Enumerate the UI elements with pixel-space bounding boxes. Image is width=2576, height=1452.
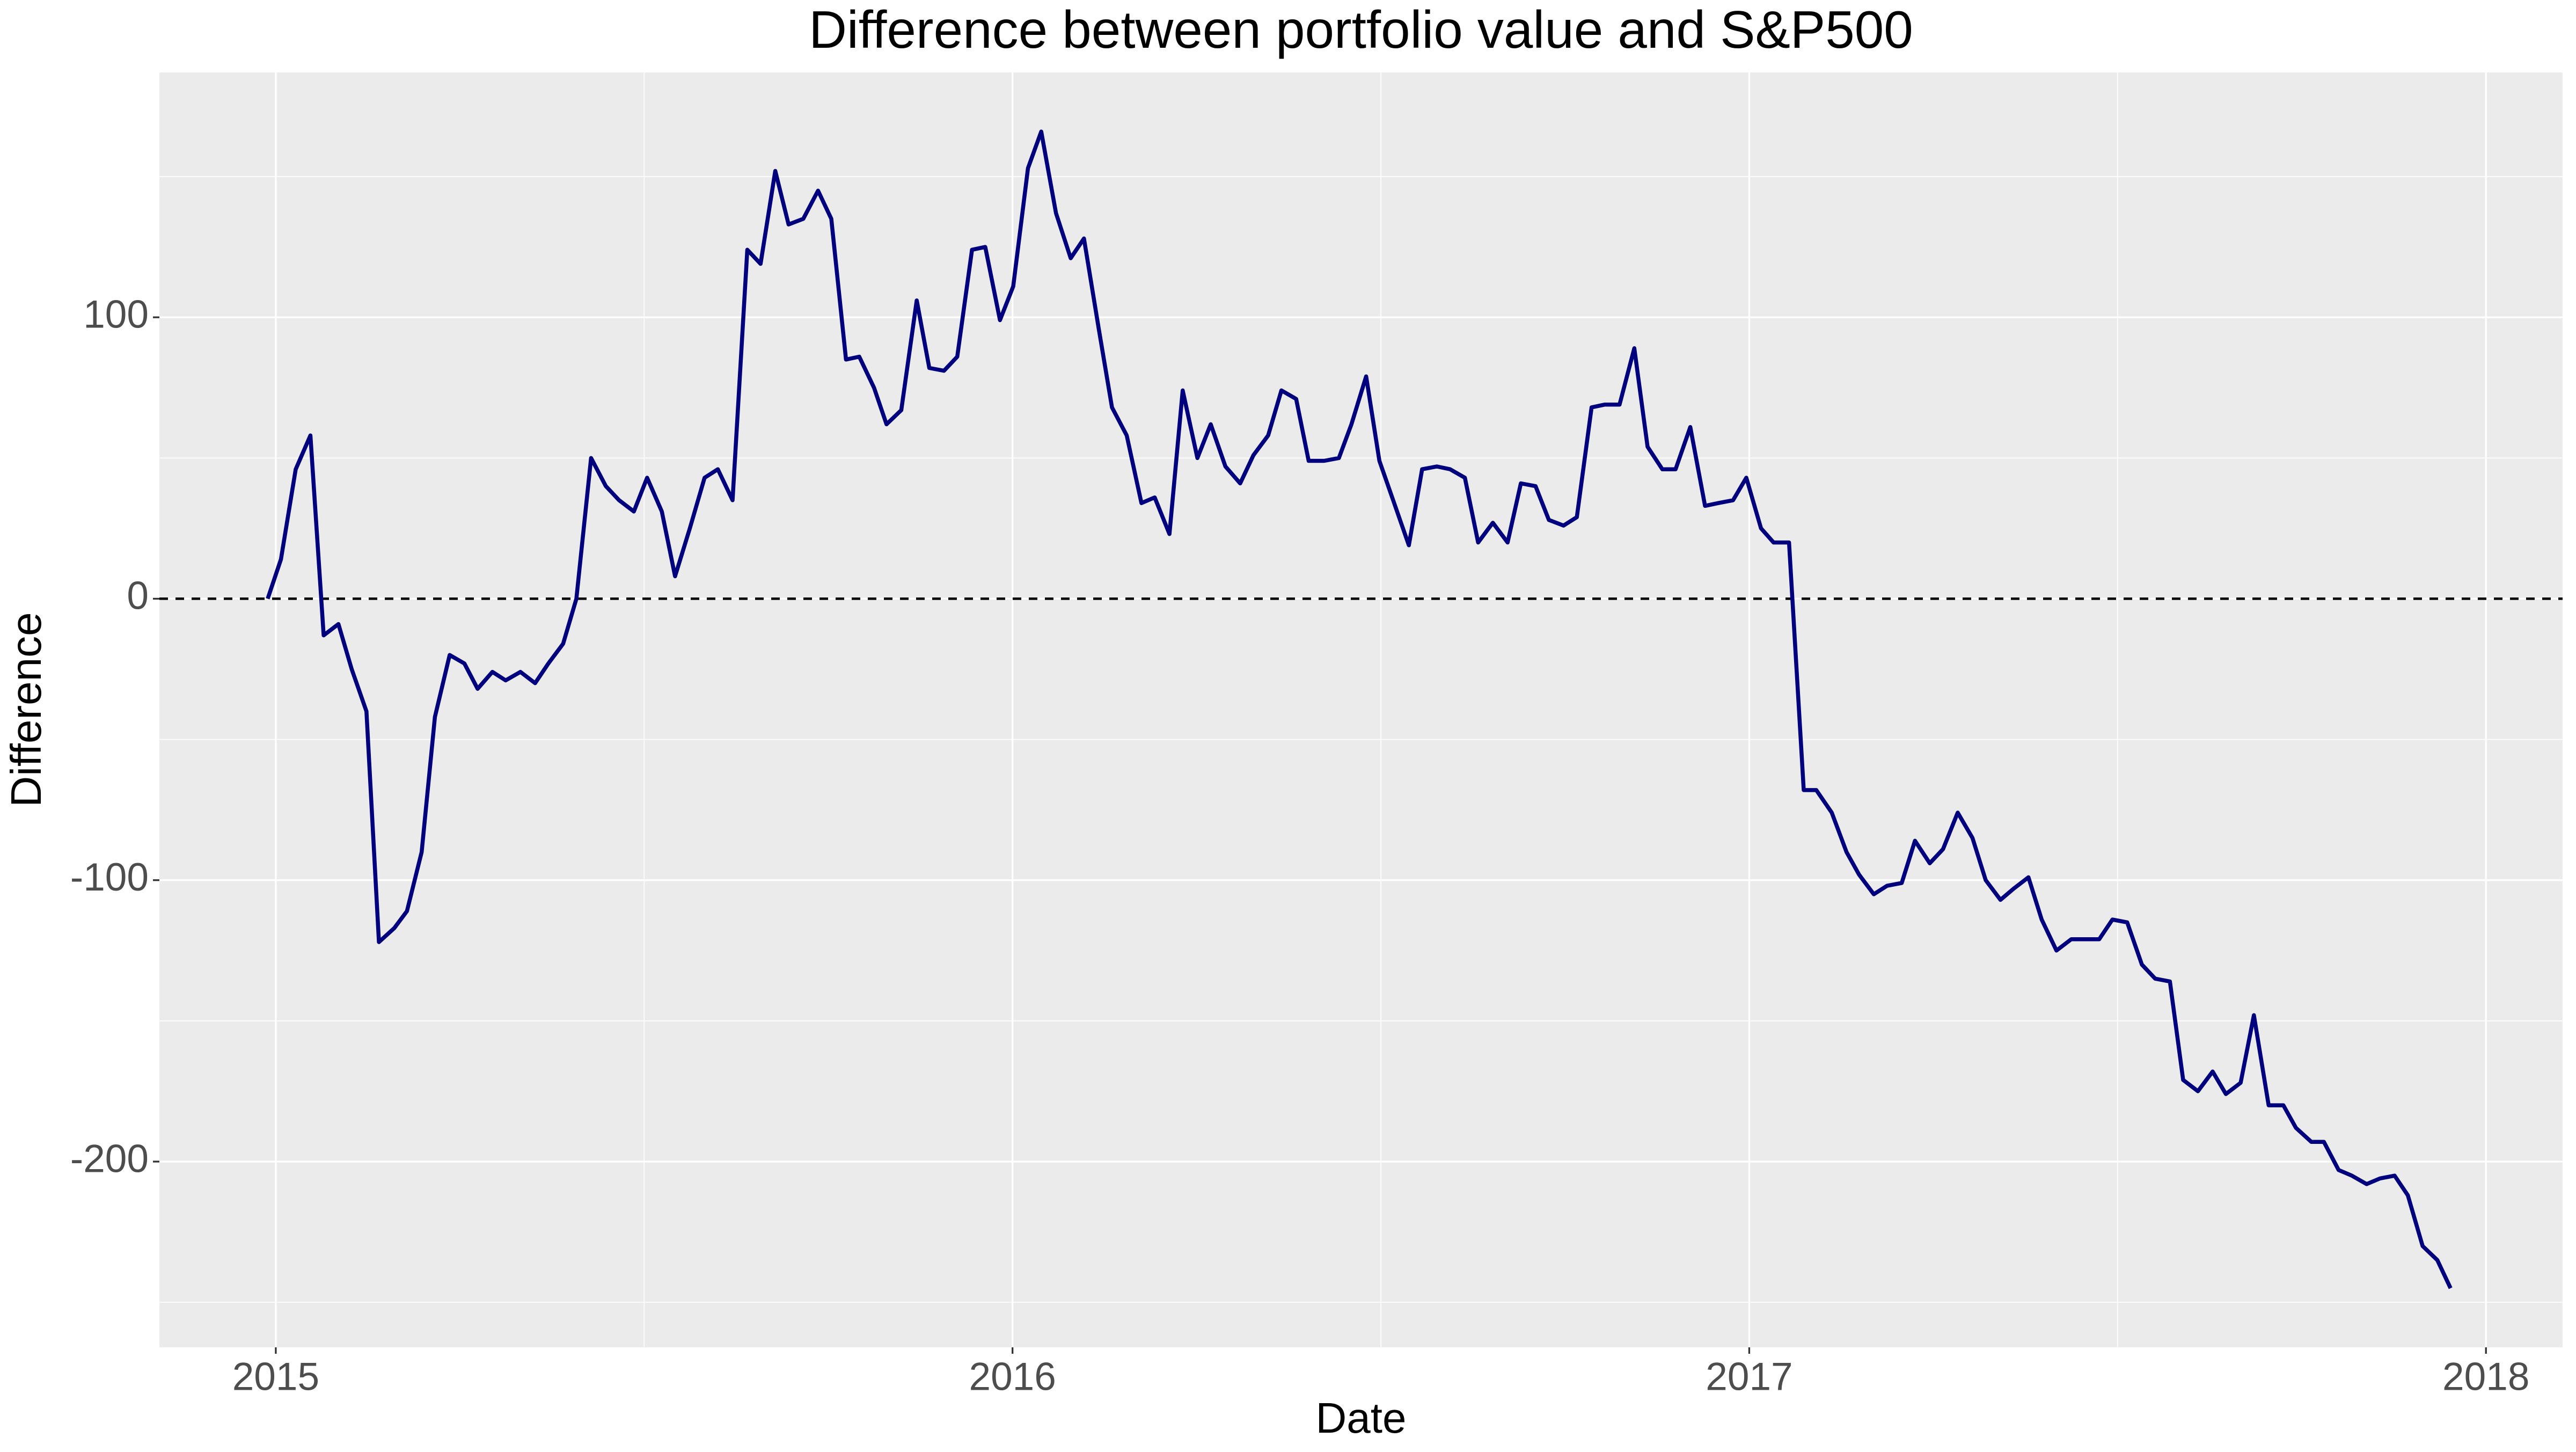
y-tick-label: 100 [83,293,149,336]
plot [159,129,2563,1289]
grid [159,72,2563,1347]
y-axis-title: Difference [2,612,50,807]
x-tick-label: 2017 [1706,1355,1792,1398]
y-tick-label: -100 [70,856,149,899]
chart-title: Difference between portfolio value and S… [809,0,1913,59]
x-axis-title: Date [1316,1394,1407,1442]
panel [159,72,2563,1347]
x-tick-label: 2016 [969,1355,1056,1398]
y-tick-label: -200 [70,1137,149,1180]
data-line [266,129,2453,1289]
y-tick-label: 0 [127,574,149,618]
x-tick-label: 2015 [232,1355,319,1398]
x-tick-label: 2018 [2442,1355,2529,1398]
